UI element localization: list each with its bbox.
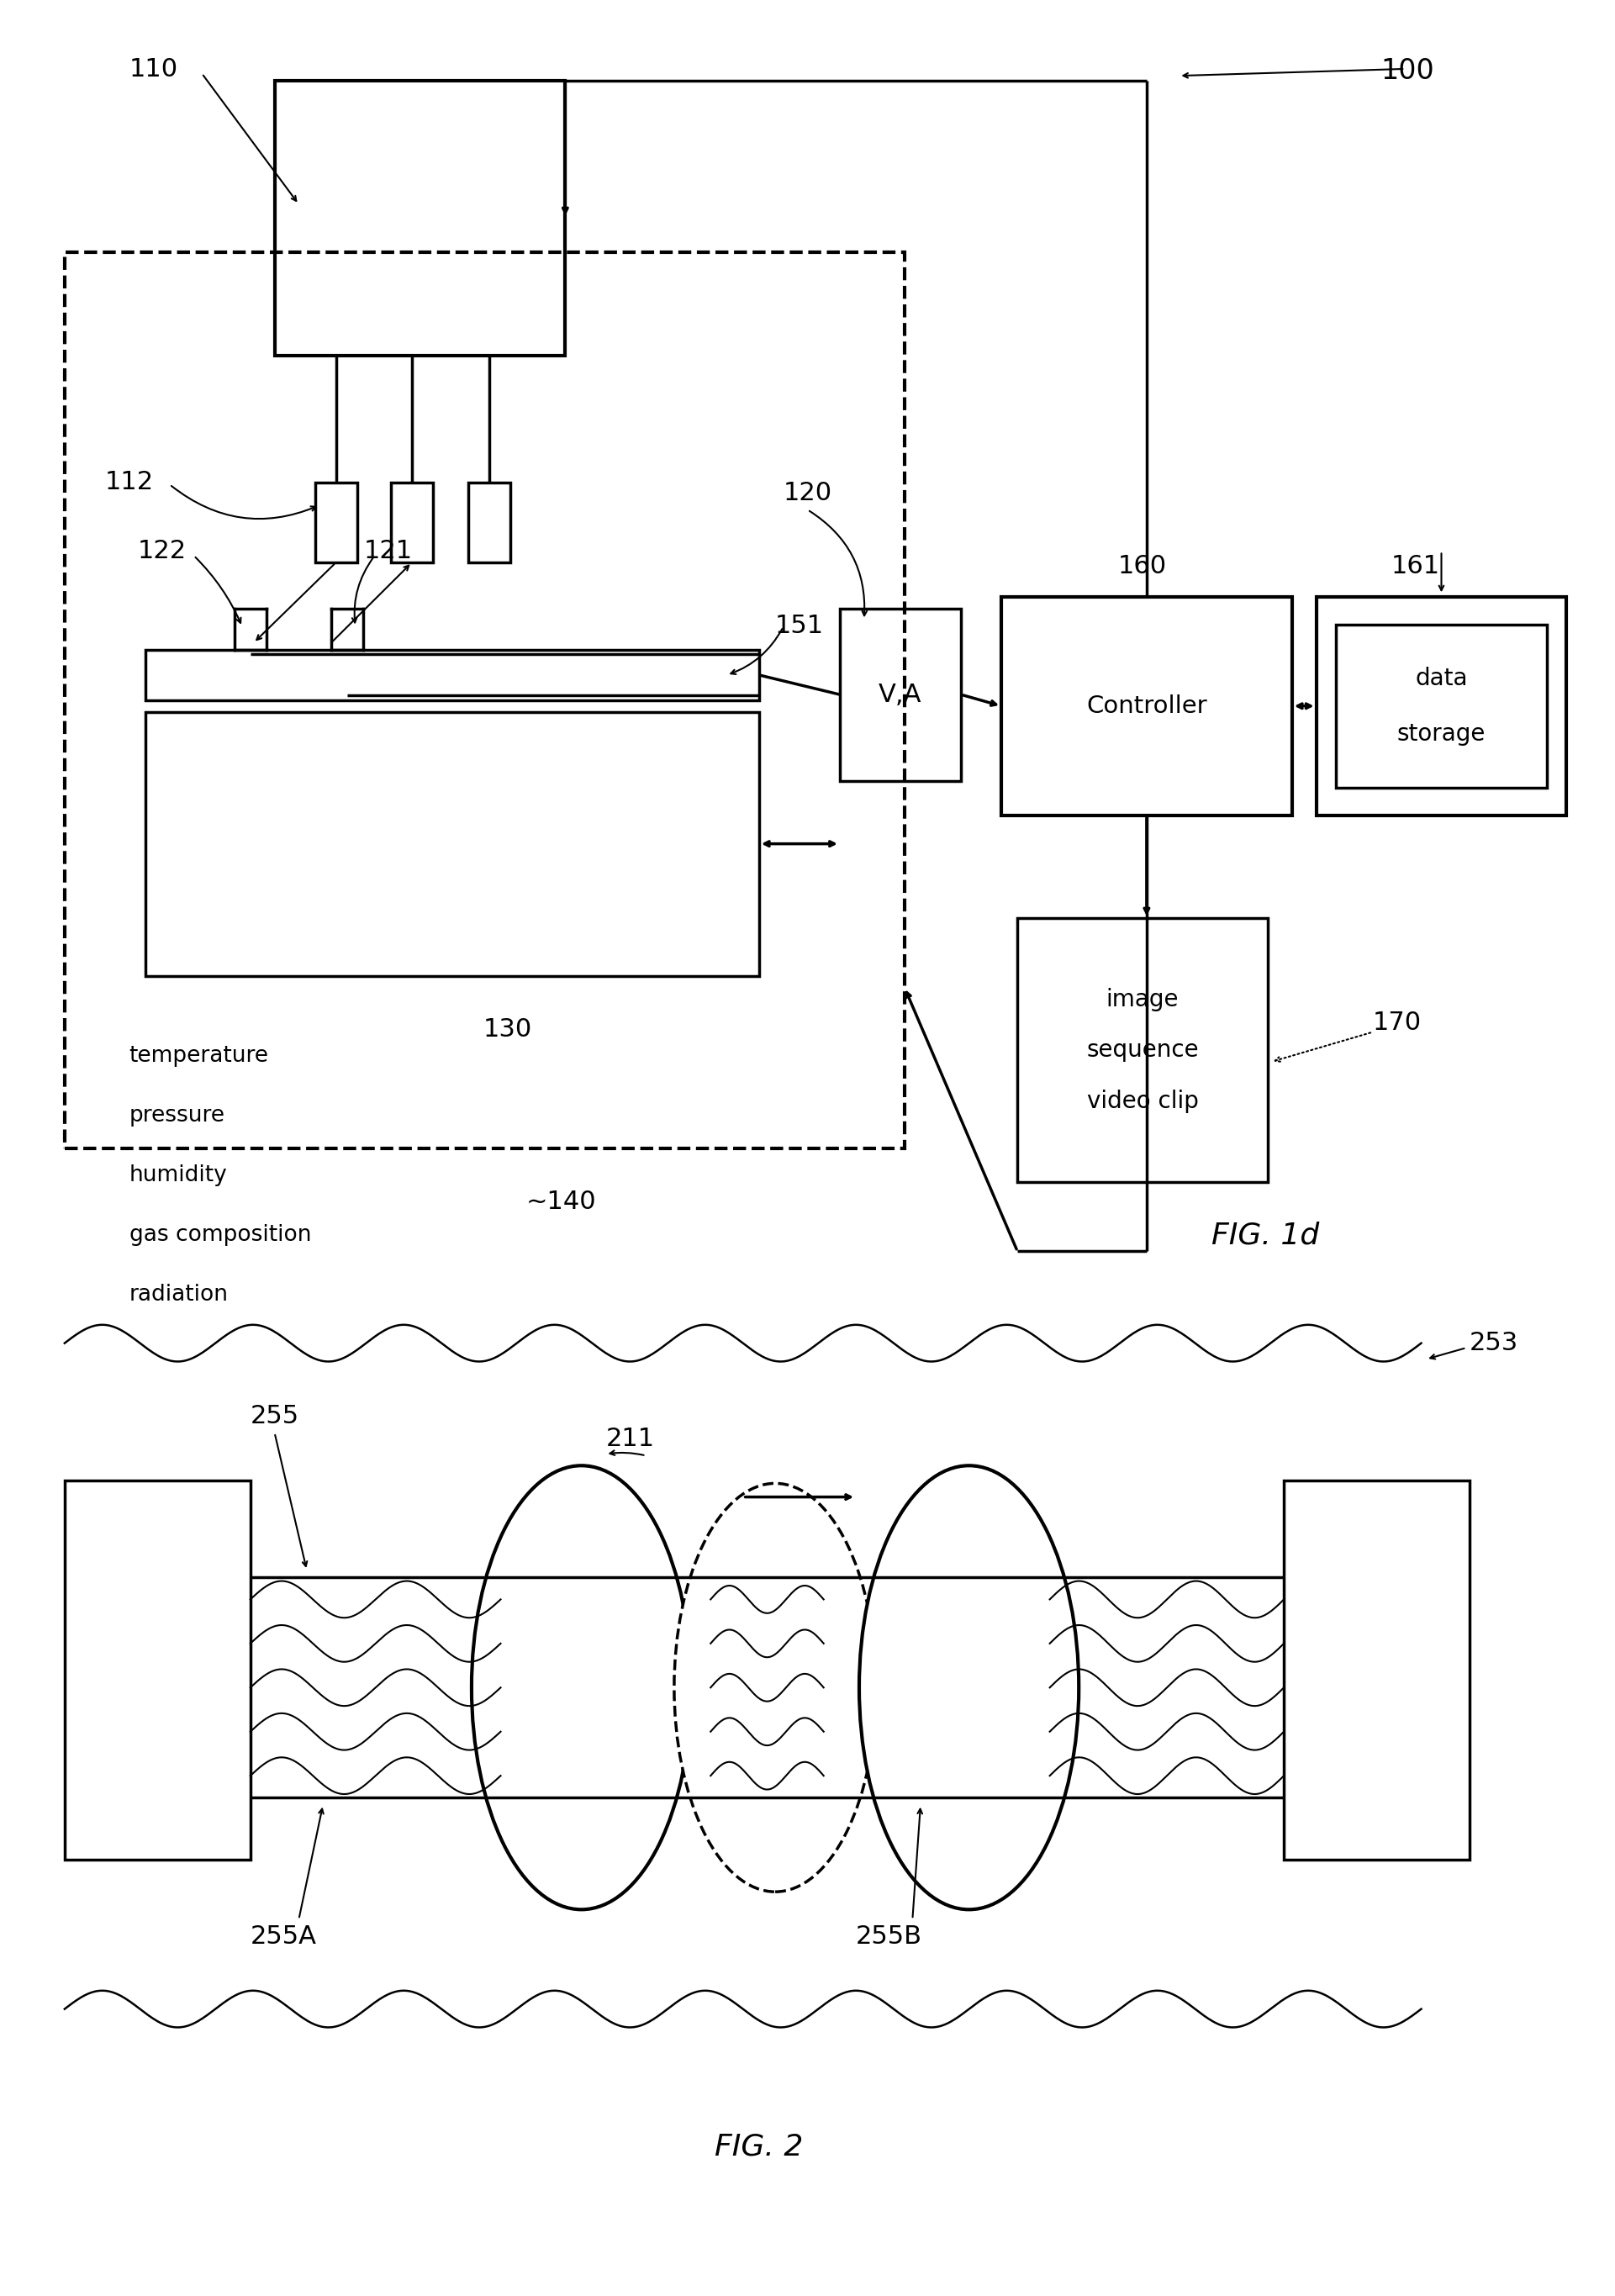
Text: Controller: Controller bbox=[1087, 693, 1206, 719]
Text: 255A: 255A bbox=[250, 1924, 317, 1949]
Text: FIG. 2: FIG. 2 bbox=[715, 2133, 803, 2161]
Text: 151: 151 bbox=[775, 613, 824, 638]
Text: 255B: 255B bbox=[856, 1924, 922, 1949]
Ellipse shape bbox=[859, 1465, 1079, 1910]
Text: 130: 130 bbox=[483, 1017, 531, 1042]
Bar bbox=[315, 482, 357, 563]
Bar bbox=[275, 80, 565, 356]
Text: 100: 100 bbox=[1381, 57, 1434, 85]
Bar bbox=[145, 650, 759, 700]
Text: humidity: humidity bbox=[129, 1164, 228, 1187]
Text: 211: 211 bbox=[606, 1426, 654, 1451]
Text: pressure: pressure bbox=[129, 1104, 224, 1127]
Bar bbox=[1001, 597, 1292, 815]
Text: image: image bbox=[1106, 987, 1179, 1013]
Text: V,A: V,A bbox=[879, 682, 922, 707]
Bar bbox=[1017, 918, 1268, 1182]
Bar bbox=[391, 482, 433, 563]
Text: 161: 161 bbox=[1391, 553, 1441, 579]
Bar bbox=[840, 608, 961, 781]
Text: 120: 120 bbox=[783, 480, 832, 505]
Text: 122: 122 bbox=[137, 540, 186, 563]
Bar bbox=[1316, 597, 1567, 815]
Bar bbox=[1284, 1481, 1470, 1860]
Text: data: data bbox=[1415, 666, 1468, 691]
Text: 170: 170 bbox=[1373, 1010, 1421, 1035]
Ellipse shape bbox=[673, 1483, 877, 1892]
Text: 112: 112 bbox=[105, 471, 153, 494]
Bar bbox=[468, 482, 510, 563]
Text: temperature: temperature bbox=[129, 1045, 268, 1068]
Text: storage: storage bbox=[1397, 721, 1486, 746]
Text: radiation: radiation bbox=[129, 1283, 228, 1306]
Ellipse shape bbox=[472, 1465, 691, 1910]
Bar bbox=[65, 1481, 250, 1860]
Text: 121: 121 bbox=[363, 540, 412, 563]
Text: sequence: sequence bbox=[1087, 1038, 1198, 1063]
Text: gas composition: gas composition bbox=[129, 1224, 312, 1247]
Bar bbox=[145, 712, 759, 976]
Text: video clip: video clip bbox=[1087, 1088, 1198, 1114]
Text: 255: 255 bbox=[250, 1403, 299, 1428]
Text: 160: 160 bbox=[1118, 553, 1166, 579]
Text: 110: 110 bbox=[129, 57, 178, 83]
Bar bbox=[1336, 625, 1547, 788]
Text: 253: 253 bbox=[1470, 1332, 1518, 1355]
Text: ~140: ~140 bbox=[526, 1189, 598, 1215]
Text: FIG. 1d: FIG. 1d bbox=[1211, 1221, 1319, 1249]
